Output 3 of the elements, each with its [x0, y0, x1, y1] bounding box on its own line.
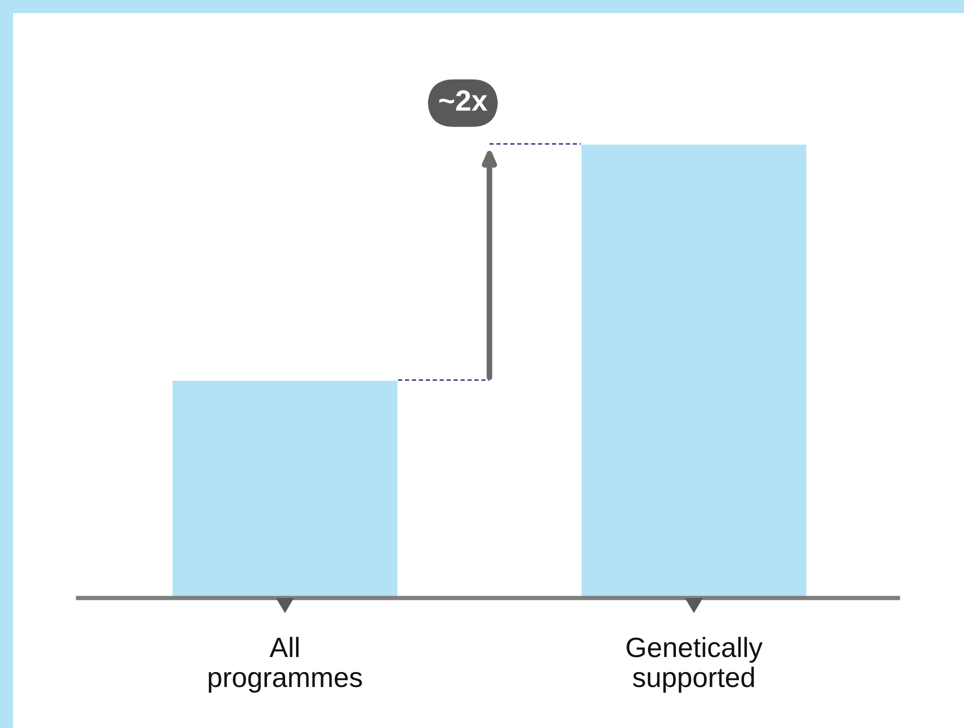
x-tick-label: Genetically supported — [626, 636, 763, 693]
x-tick-label: All programmes — [208, 636, 362, 693]
text: ~2x — [439, 90, 488, 111]
